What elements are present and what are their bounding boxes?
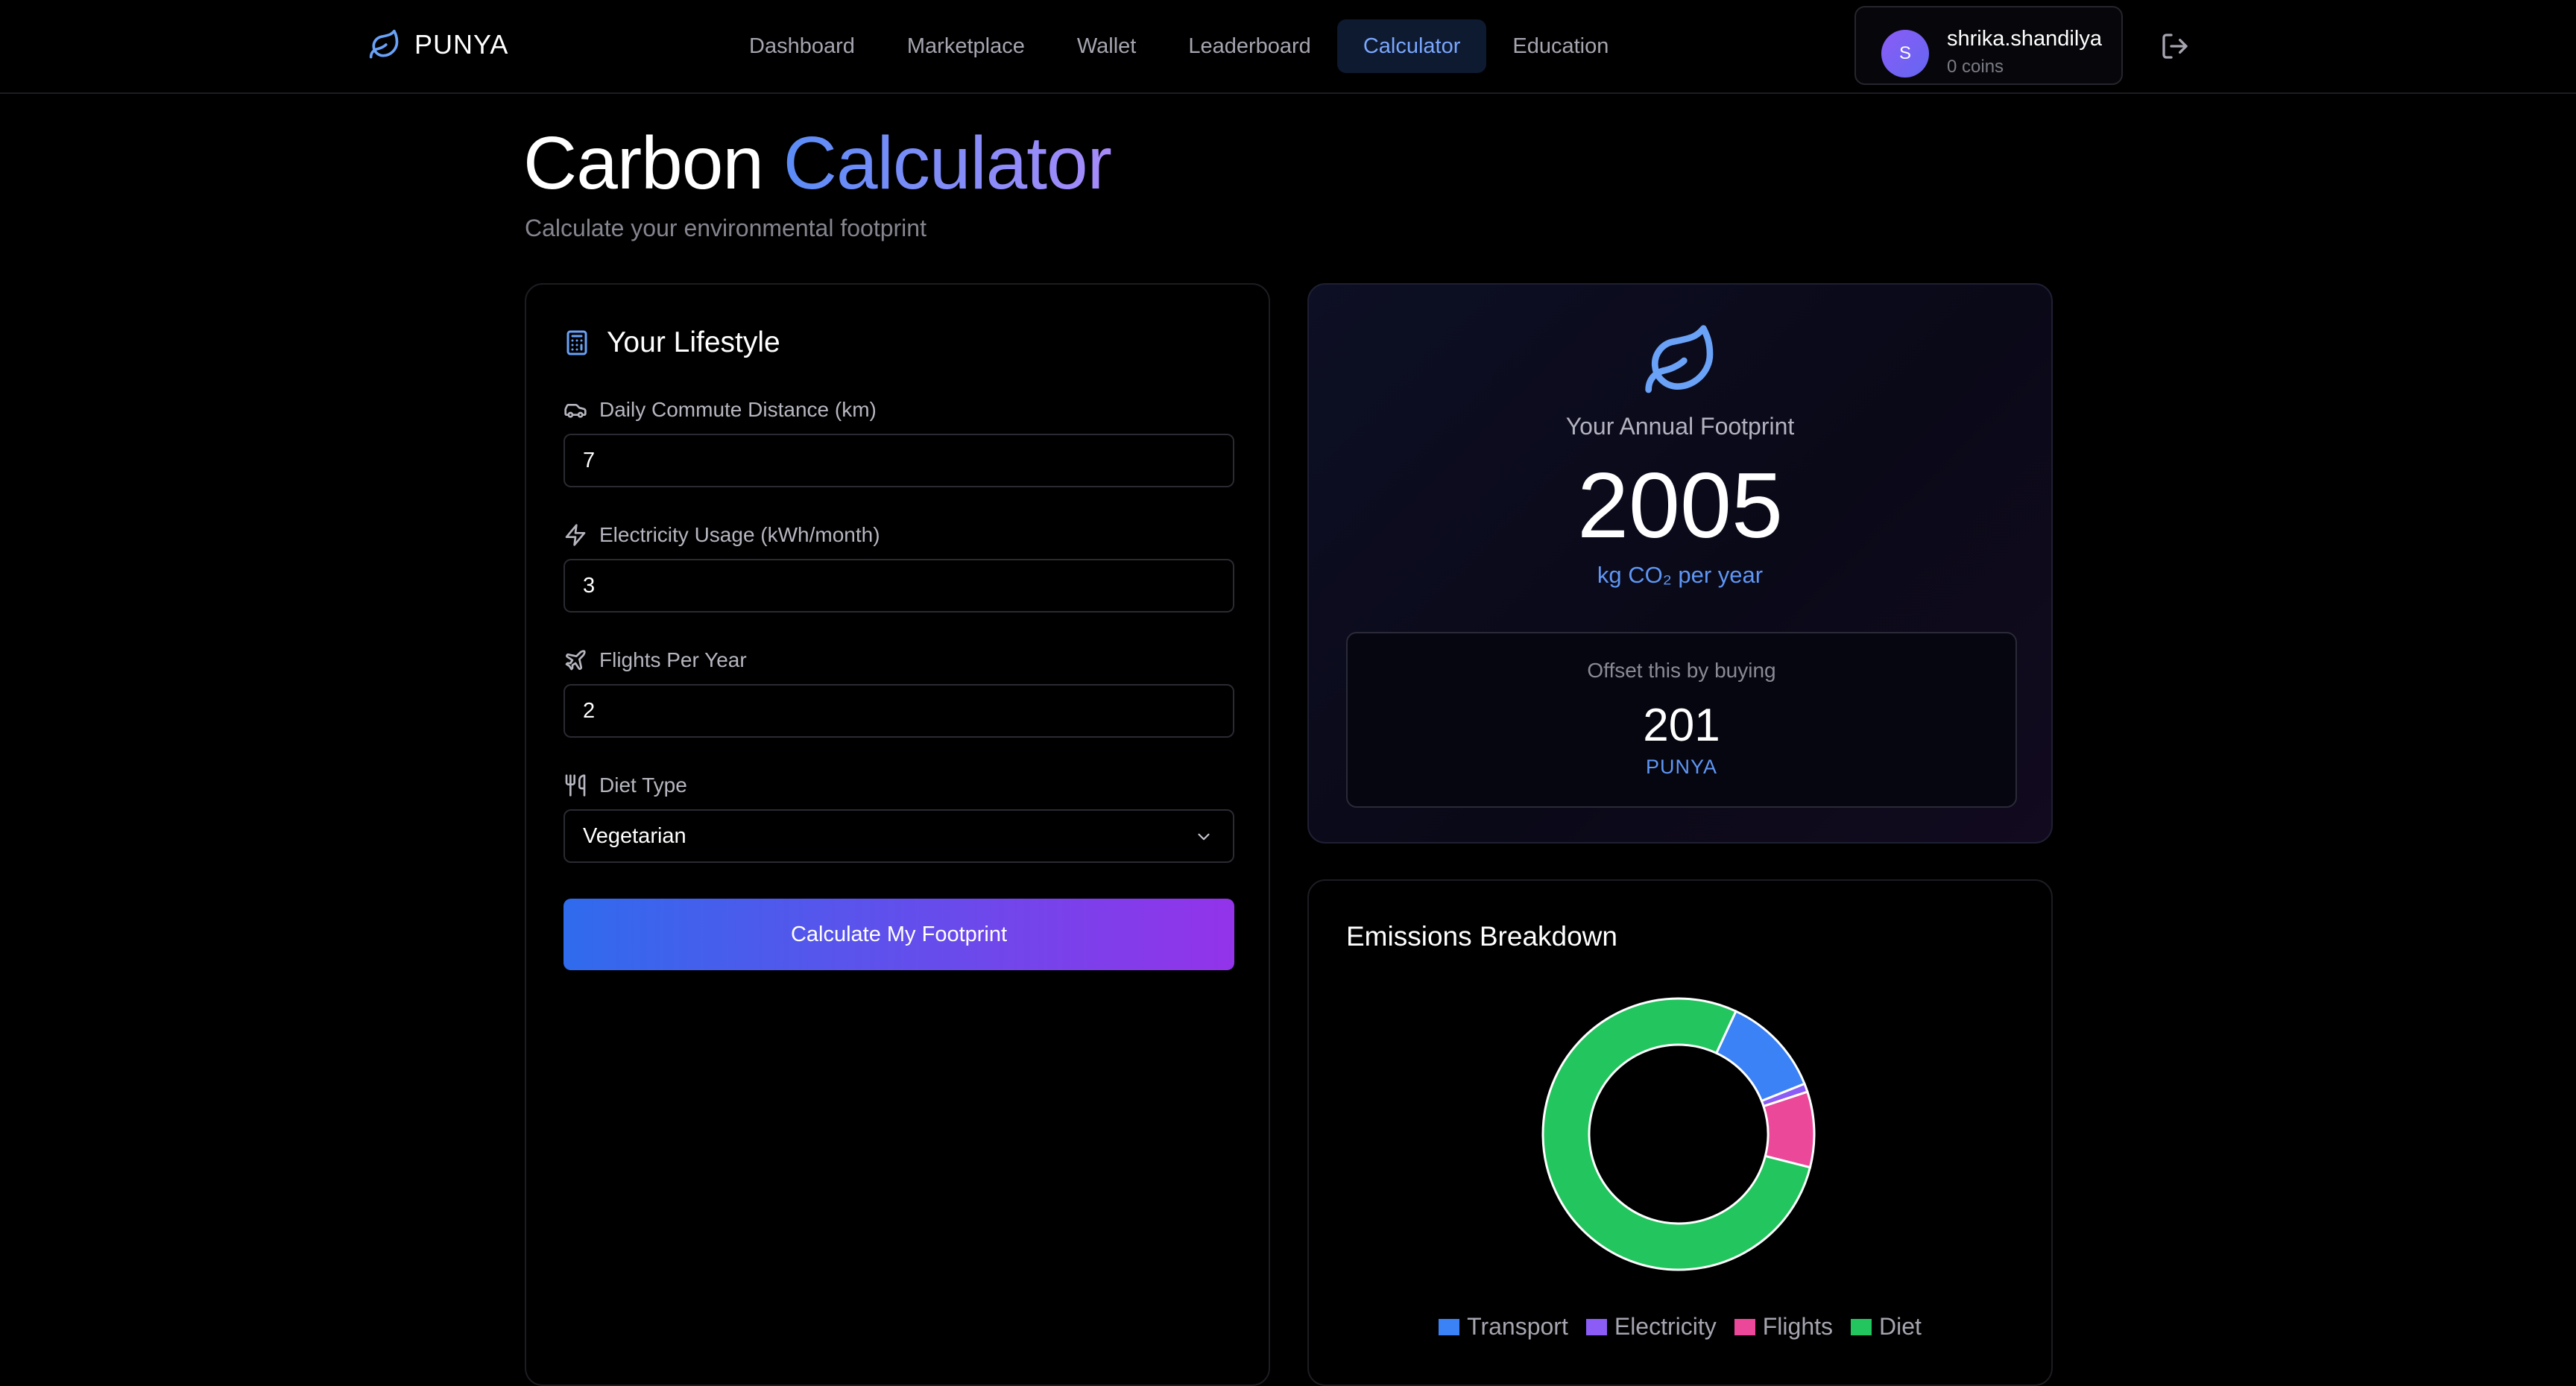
legend-label: Electricity	[1614, 1313, 1717, 1340]
page-title-part1: Carbon	[523, 121, 764, 205]
nav-dashboard[interactable]: Dashboard	[749, 34, 855, 58]
electricity-label: Electricity Usage (kWh/month)	[564, 523, 880, 547]
commute-label-text: Daily Commute Distance (km)	[599, 398, 877, 421]
legend-swatch	[1585, 1318, 1607, 1335]
plane-icon	[565, 650, 586, 671]
logout-icon[interactable]	[2160, 31, 2190, 61]
nav-leaderboard[interactable]: Leaderboard	[1188, 34, 1311, 58]
nav-calculator[interactable]: Calculator	[1336, 19, 1487, 73]
legend-swatch	[1851, 1318, 1872, 1335]
diet-label-text: Diet Type	[599, 773, 687, 797]
electricity-input[interactable]: 3	[564, 559, 1234, 613]
diet-select-value: Vegetarian	[583, 824, 686, 848]
legend-label: Flights	[1762, 1313, 1833, 1340]
brand-logo[interactable]: PUNYA	[368, 28, 508, 61]
lifestyle-card: Your Lifestyle Daily Commute Distance (k…	[525, 283, 1270, 1386]
legend-swatch	[1439, 1318, 1460, 1335]
chevron-down-icon	[1198, 833, 1210, 841]
footprint-value: 2005	[1577, 455, 1783, 557]
avatar: S	[1881, 30, 1929, 77]
offset-label: Offset this by buying	[1587, 659, 1776, 682]
flights-label-text: Flights Per Year	[599, 648, 747, 671]
diet-select[interactable]: Vegetarian	[564, 809, 1234, 863]
legend-item-diet[interactable]: Diet	[1851, 1313, 1922, 1341]
commute-input[interactable]: 7	[564, 434, 1234, 487]
legend-label: Diet	[1879, 1313, 1922, 1340]
page-subtitle: Calculate your environmental footprint	[525, 215, 926, 241]
flights-input[interactable]: 2	[564, 684, 1234, 738]
car-icon	[564, 404, 587, 418]
user-coins: 0 coins	[1947, 57, 2004, 77]
electricity-label-text: Electricity Usage (kWh/month)	[599, 523, 880, 546]
calculator-icon	[566, 330, 587, 355]
leaf-icon	[369, 29, 399, 59]
legend-swatch	[1734, 1318, 1755, 1335]
emissions-title: Emissions Breakdown	[1346, 921, 1617, 952]
flights-label: Flights Per Year	[564, 648, 747, 672]
footprint-unit: kg CO₂ per year	[1597, 562, 1764, 588]
calculate-button[interactable]: Calculate My Footprint	[564, 899, 1234, 970]
lifestyle-title: Your Lifestyle	[607, 326, 780, 358]
donut-slice-diet[interactable]	[1541, 997, 1812, 1271]
leaf-icon	[1645, 325, 1714, 393]
utensils-icon	[565, 774, 586, 797]
legend-item-transport[interactable]: Transport	[1439, 1313, 1568, 1341]
emissions-donut-chart	[1541, 997, 1816, 1271]
brand-name: PUNYA	[414, 29, 509, 60]
nav-marketplace[interactable]: Marketplace	[906, 34, 1025, 58]
commute-label: Daily Commute Distance (km)	[564, 398, 877, 422]
footprint-label: Your Annual Footprint	[1565, 413, 1795, 440]
legend-item-flights[interactable]: Flights	[1734, 1313, 1833, 1341]
chart-legend: Transport Electricity Flights Diet	[1309, 1313, 2051, 1341]
legend-label: Transport	[1467, 1313, 1568, 1340]
offset-value: 201	[1643, 700, 1720, 751]
diet-label: Diet Type	[564, 773, 687, 797]
top-nav: PUNYA Dashboard Marketplace Wallet Leade…	[0, 0, 2576, 94]
nav-links: Dashboard Marketplace Wallet Leaderboard…	[723, 19, 1635, 73]
donut-slice-flights[interactable]	[1762, 1090, 1816, 1169]
offset-box: Offset this by buying 201 PUNYA	[1346, 632, 2017, 808]
page-title-part2: Calculator	[783, 121, 1112, 205]
footprint-card: Your Annual Footprint 2005 kg CO₂ per ye…	[1307, 283, 2053, 844]
user-card[interactable]: S shrika.shandilya 0 coins	[1854, 6, 2123, 85]
page-title: Carbon Calculator	[523, 121, 1112, 206]
emissions-card: Emissions Breakdown Transport Electricity…	[1307, 879, 2053, 1386]
user-name: shrika.shandilya	[1947, 27, 2102, 51]
nav-wallet[interactable]: Wallet	[1076, 34, 1137, 58]
lightning-icon	[565, 524, 586, 546]
offset-unit: PUNYA	[1645, 756, 1718, 778]
lifestyle-header: Your Lifestyle	[564, 326, 780, 359]
legend-item-electricity[interactable]: Electricity	[1585, 1313, 1717, 1341]
nav-education[interactable]: Education	[1512, 34, 1609, 58]
